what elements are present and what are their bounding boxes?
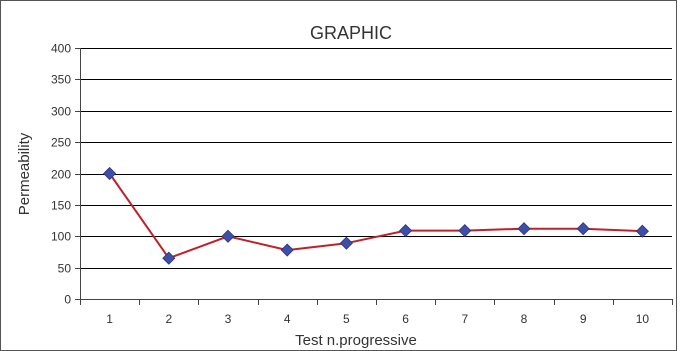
data-point-marker <box>103 166 117 181</box>
x-tick-label: 7 <box>461 312 468 326</box>
series <box>103 166 649 265</box>
data-point-marker <box>399 224 413 238</box>
y-tick-label: 50 <box>58 262 72 276</box>
x-tick-label: 1 <box>106 312 113 326</box>
y-tick-label: 350 <box>51 73 71 87</box>
y-tick-label: 200 <box>51 168 71 182</box>
data-point-marker <box>162 251 176 265</box>
series-line <box>108 172 643 260</box>
data-point-marker <box>339 236 353 250</box>
data-point-marker <box>280 243 294 257</box>
y-axis-title: Permeability <box>16 132 33 215</box>
y-tick-label: 0 <box>64 293 71 307</box>
y-tick-label: 300 <box>51 105 71 119</box>
axes <box>75 48 673 305</box>
y-tick-labels: 0 50 100 150 200 250 300 350 400 <box>51 42 71 307</box>
x-tick-label: 2 <box>165 312 172 326</box>
data-point-marker <box>458 224 472 238</box>
data-point-marker <box>221 229 235 243</box>
chart-title: GRAPHIC <box>310 23 392 43</box>
y-tick-label: 150 <box>51 199 71 213</box>
data-point-marker <box>635 224 649 238</box>
data-point-marker <box>576 222 590 236</box>
y-tick-label: 100 <box>51 230 71 244</box>
x-tick-label: 3 <box>225 312 232 326</box>
x-tick-labels: 1 2 3 4 5 6 7 8 9 10 <box>106 312 649 326</box>
data-point-marker <box>517 222 531 236</box>
x-tick-label: 10 <box>636 312 650 326</box>
x-tick-label: 8 <box>521 312 528 326</box>
x-tick-label: 9 <box>580 312 587 326</box>
x-tick-label: 6 <box>402 312 409 326</box>
x-axis-title: Test n.progressive <box>295 332 417 349</box>
y-tick-label: 250 <box>51 136 71 150</box>
x-tick-label: 4 <box>284 312 291 326</box>
y-tick-label: 400 <box>51 42 71 56</box>
x-tick-label: 5 <box>343 312 350 326</box>
gridlines <box>80 48 672 269</box>
